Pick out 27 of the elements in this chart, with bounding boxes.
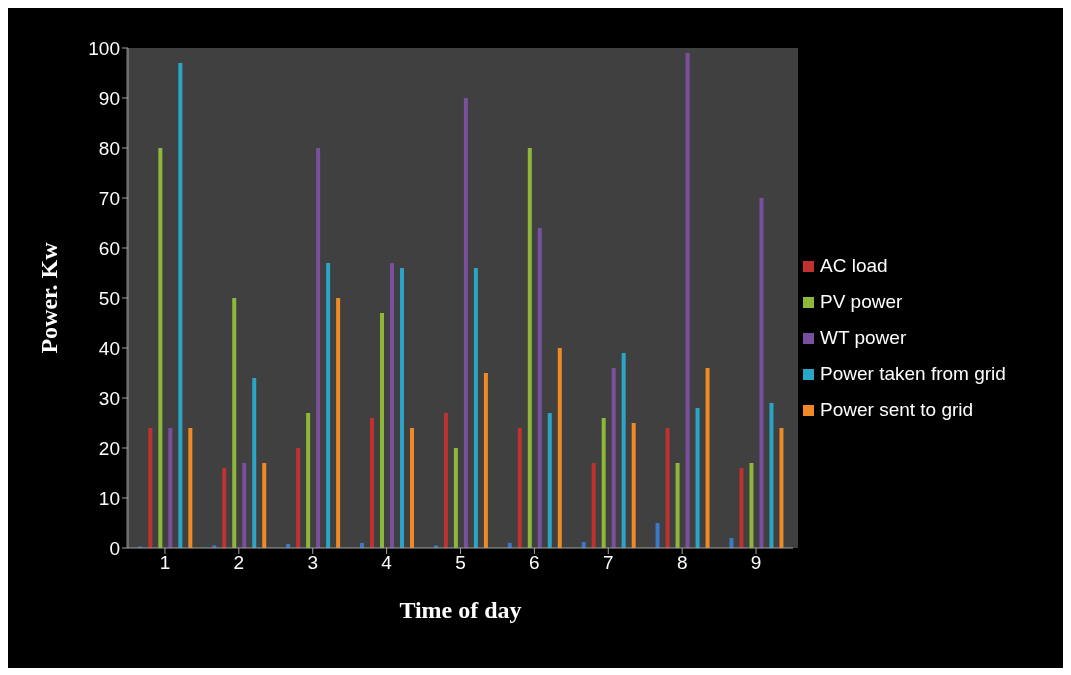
y-tick-label: 20: [98, 437, 120, 459]
x-tick-label: 4: [381, 552, 393, 574]
y-tick-label: 30: [98, 387, 120, 409]
legend-label: PV power: [820, 291, 903, 313]
y-tick-label: 10: [98, 487, 120, 509]
x-tick-label: 6: [529, 552, 540, 574]
legend-label: Power sent to grid: [820, 399, 974, 421]
x-tick-label: 9: [750, 552, 762, 574]
y-tick-label: 70: [98, 187, 120, 209]
y-tick-label: 80: [98, 137, 120, 159]
y-tick-label: 0: [109, 537, 120, 559]
y-tick-label: 90: [98, 87, 120, 109]
legend-label: AC load: [820, 255, 888, 277]
y-tick-label: 60: [98, 237, 120, 259]
legend-label: Power taken from grid: [820, 363, 1006, 385]
x-axis-title: Time of day: [399, 597, 522, 623]
x-tick-label: 3: [307, 552, 319, 574]
x-tick-label: 2: [233, 552, 245, 574]
y-tick-label: 40: [98, 337, 120, 359]
x-tick-label: 5: [455, 552, 466, 574]
x-tick-label: 1: [159, 552, 171, 574]
y-axis-title: Power. Kw: [35, 241, 62, 354]
x-tick-label: 8: [676, 552, 688, 574]
x-tick-label: 7: [602, 552, 614, 574]
y-tick-label: 50: [98, 287, 120, 309]
y-tick-label: 100: [88, 37, 120, 59]
legend-label: WT power: [820, 327, 907, 349]
